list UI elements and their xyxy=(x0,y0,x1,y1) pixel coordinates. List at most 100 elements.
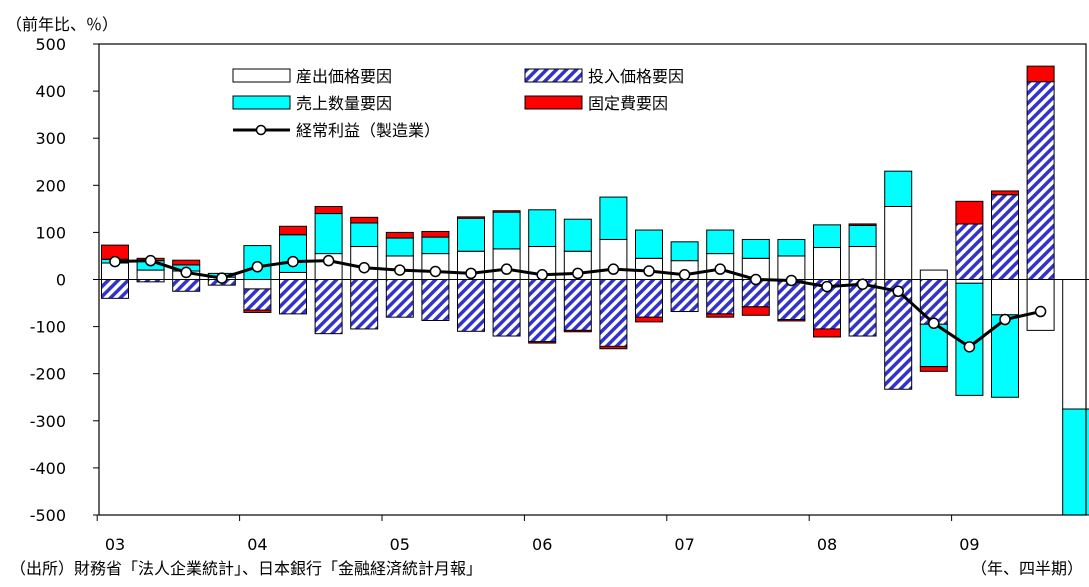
bar-sales-volume xyxy=(351,223,378,247)
profit-point xyxy=(502,264,512,274)
bar-fixed-cost xyxy=(173,260,200,265)
bar-sales-volume xyxy=(386,238,413,256)
y-tick-label: -300 xyxy=(30,412,66,431)
profit-point xyxy=(786,275,796,285)
profit-point xyxy=(608,264,618,274)
bar-output-price xyxy=(137,270,164,279)
bar-input-price xyxy=(707,280,734,314)
bar-fixed-cost xyxy=(707,314,734,317)
bar-input-price xyxy=(493,280,520,337)
bar-fixed-cost xyxy=(458,217,485,218)
bar-fixed-cost xyxy=(315,206,342,213)
bar-fixed-cost xyxy=(529,342,556,343)
bar-sales-volume xyxy=(671,242,698,261)
bar-fixed-cost xyxy=(920,367,947,372)
y-tick-label: 100 xyxy=(35,223,66,242)
legend-swatch-profit-marker xyxy=(257,126,266,135)
bar-output-price xyxy=(885,206,912,279)
x-tick-label: 06 xyxy=(532,535,552,554)
bar-input-price xyxy=(636,280,663,318)
y-tick-label: -400 xyxy=(30,459,66,478)
bar-fixed-cost xyxy=(849,224,876,225)
y-tick-label: -500 xyxy=(30,506,66,525)
bar-fixed-cost xyxy=(814,329,841,337)
bar-sales-volume xyxy=(458,218,485,251)
bar-fixed-cost xyxy=(992,191,1019,195)
legend-label-fixed-cost: 固定費要因 xyxy=(588,94,668,113)
profit-point xyxy=(1000,315,1010,325)
bar-input-price xyxy=(1027,82,1054,280)
x-tick-label: 08 xyxy=(817,535,837,554)
y-tick-label: 200 xyxy=(35,176,66,195)
bar-sales-volume xyxy=(778,239,805,255)
bar-output-price xyxy=(814,247,841,279)
bar-input-price xyxy=(529,280,556,342)
bar-input-price xyxy=(422,280,449,321)
profit-point xyxy=(680,270,690,280)
bar-output-price xyxy=(920,270,947,279)
bar-input-price xyxy=(956,224,983,280)
profit-point xyxy=(893,286,903,296)
bar-fixed-cost xyxy=(564,330,591,331)
legend-swatch-sales-volume xyxy=(233,96,290,109)
bar-input-price xyxy=(280,280,307,314)
y-tick-label: -100 xyxy=(30,318,66,337)
bar-fixed-cost xyxy=(600,346,627,348)
bar-input-price xyxy=(992,195,1019,280)
bar-fixed-cost xyxy=(493,211,520,212)
bar-input-price xyxy=(173,280,200,292)
legend: 産出価格要因 投入価格要因 売上数量要因 固定費要因 経常利益（製造業） xyxy=(233,67,684,140)
bar-sales-volume xyxy=(422,237,449,253)
bar-sales-volume xyxy=(707,230,734,254)
bar-sales-volume xyxy=(529,210,556,247)
y-tick-label: 400 xyxy=(35,82,66,101)
bar-fixed-cost xyxy=(1027,66,1054,82)
bar-sales-volume xyxy=(564,219,591,251)
bar-fixed-cost xyxy=(244,310,271,312)
bar-fixed-cost xyxy=(636,317,663,322)
x-tick-label: 07 xyxy=(674,535,694,554)
bar-fixed-cost xyxy=(280,226,307,234)
x-unit-label: （年、四半期） xyxy=(971,559,1083,578)
profit-point xyxy=(395,265,405,275)
bar-sales-volume xyxy=(315,214,342,254)
legend-swatch-output-price xyxy=(233,69,290,82)
y-tick-label: 0 xyxy=(56,271,66,290)
bar-fixed-cost xyxy=(956,201,983,224)
x-tick-label: 04 xyxy=(247,535,267,554)
bar-fixed-cost xyxy=(778,320,805,321)
profit-point xyxy=(110,257,120,267)
legend-label-profit-line: 経常利益（製造業） xyxy=(296,121,440,140)
profit-point xyxy=(466,268,476,278)
bar-output-price xyxy=(280,272,307,279)
y-tick-label: 300 xyxy=(35,129,66,148)
bar-sales-volume xyxy=(885,171,912,206)
bar-fixed-cost xyxy=(351,217,378,223)
bar-input-price xyxy=(458,280,485,332)
y-tick-label: 500 xyxy=(35,35,66,54)
bars xyxy=(102,66,1089,515)
x-tick-label: 05 xyxy=(390,535,410,554)
bar-input-price xyxy=(386,280,413,318)
profit-point xyxy=(537,270,547,280)
legend-label-sales-volume: 売上数量要因 xyxy=(296,94,392,113)
bar-output-price xyxy=(956,280,983,284)
y-tick-label: -200 xyxy=(30,365,66,384)
bar-input-price xyxy=(920,280,947,325)
bar-sales-volume xyxy=(1063,409,1089,515)
bar-input-price xyxy=(671,280,698,312)
bar-input-price xyxy=(102,280,129,299)
bar-fixed-cost xyxy=(742,307,769,315)
bar-input-price xyxy=(600,280,627,347)
legend-label-input-price: 投入価格要因 xyxy=(588,67,684,86)
source-note: （出所）財務省「法人企業統計」、日本銀行「金融経済統計月報」 xyxy=(10,559,482,578)
bar-sales-volume xyxy=(636,230,663,258)
y-unit-label: （前年比、％） xyxy=(6,15,118,34)
bar-sales-volume xyxy=(814,225,841,248)
profit-point xyxy=(573,268,583,278)
profit-point xyxy=(181,267,191,277)
bar-sales-volume xyxy=(849,225,876,246)
profit-point xyxy=(252,262,262,272)
